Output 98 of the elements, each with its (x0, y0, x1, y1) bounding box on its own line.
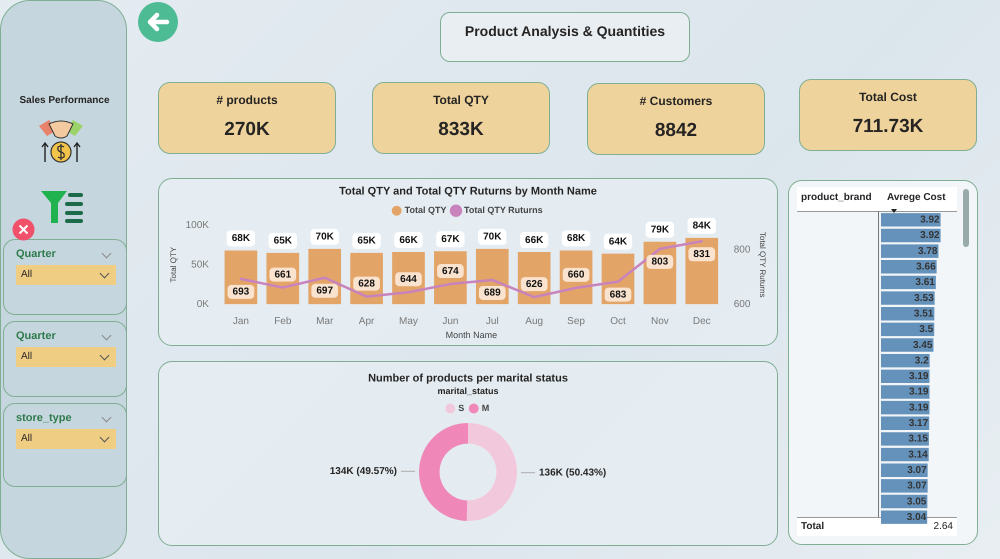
data-label: 66K (525, 234, 544, 246)
bar (881, 322, 934, 336)
y-axis-title: product_brand (801, 192, 872, 203)
data-label: 3.17 (908, 418, 929, 430)
text: Sales Performance (18, 95, 111, 106)
legend-label: M (482, 402, 490, 413)
text: All (16, 265, 116, 285)
x-tick-label: Dec (692, 316, 711, 327)
x-axis-title: Month Name (446, 330, 498, 340)
x-axis-title: Avrege Cost (887, 192, 946, 203)
text: All (16, 429, 116, 449)
data-label: 697 (316, 286, 334, 297)
text: 270K (223, 119, 271, 141)
data-label: 65K (274, 236, 293, 247)
data-label: 693 (232, 286, 250, 298)
x-tick-label: Sep (567, 316, 586, 327)
data-label: 65K (357, 236, 377, 247)
text: Total Cost (858, 90, 918, 104)
text: store_type (16, 412, 73, 424)
data-label: 626 (526, 278, 543, 290)
data-label: 3.45 (912, 340, 933, 351)
text: 8842 (654, 120, 698, 142)
data-label: 3.5 (919, 324, 934, 336)
data-label: 84K (692, 220, 712, 232)
x-tick-label: Jul (486, 316, 499, 327)
data-label: 644 (400, 274, 418, 285)
data-label: 660 (568, 270, 585, 281)
data-label: 683 (610, 289, 627, 300)
data-label: 3.19 (909, 371, 929, 382)
x-tick-label: Oct (610, 316, 626, 327)
data-label: 689 (484, 288, 502, 299)
data-label: 3.51 (914, 308, 934, 320)
bar (881, 244, 938, 258)
text: Total (801, 521, 824, 532)
data-label: 3.19 (909, 402, 929, 414)
data-label: 134K (49.57%) (330, 466, 398, 478)
x-tick-label: Jun (442, 316, 458, 327)
data-label: 803 (652, 256, 669, 268)
text: # products (215, 93, 279, 107)
data-label: 3.61 (915, 277, 936, 288)
annotation: 2.64 (934, 521, 953, 532)
data-label: 3.2 (914, 355, 930, 366)
data-label: 3.15 (908, 434, 928, 445)
text: Quarter (16, 248, 57, 260)
text: # Customers (638, 94, 714, 108)
text: 711.73K (852, 116, 924, 138)
legend-label: S (458, 402, 464, 413)
data-label: 3.92 (920, 230, 940, 242)
data-label: 628 (358, 278, 376, 290)
x-tick-label: Aug (525, 316, 544, 327)
data-label: 136K (50.43%) (538, 467, 606, 478)
y2-tick-label: 800 (734, 244, 751, 256)
data-label: 674 (442, 266, 460, 277)
text: Quarter (16, 330, 57, 342)
text: All (16, 347, 116, 367)
data-label: 68K (232, 233, 251, 244)
bar (881, 306, 934, 320)
data-label: 3.14 (908, 449, 928, 460)
data-label: 3.04 (906, 512, 927, 523)
data-label: 3.92 (920, 214, 940, 226)
data-label: 3.07 (907, 480, 928, 492)
x-tick-label: Feb (274, 316, 292, 327)
data-label: 3.53 (914, 292, 934, 304)
data-label: 66K (399, 234, 418, 246)
y2-tick-label: 600 (734, 298, 751, 310)
data-label: 3.78 (918, 246, 938, 257)
y-tick-label: 0K (196, 298, 210, 310)
legend-title: marital_status (437, 386, 499, 396)
data-label: 3.05 (906, 496, 927, 508)
data-label: 3.66 (916, 262, 936, 273)
data-label: 67K (441, 234, 460, 246)
x-tick-label: Apr (358, 316, 376, 327)
bar (881, 276, 936, 290)
x-tick-label: Nov (650, 316, 669, 327)
x-tick-label: May (399, 316, 418, 327)
chart-title: Total QTY and Total QTY Ruturns by Month Name (339, 186, 597, 198)
y2-axis-title: Total QTY Ruturns (758, 232, 767, 298)
y-axis-title: Total QTY (169, 246, 178, 282)
data-label: 661 (274, 269, 292, 280)
legend-label: Total QTY Ruturns (464, 205, 543, 216)
legend-label: Total QTY (404, 205, 447, 216)
data-label: 3.19 (909, 386, 929, 398)
data-label: 70K (316, 232, 335, 243)
data-label: 3.07 (907, 464, 928, 476)
data-label: 64K (608, 236, 628, 248)
data-label: 70K (483, 232, 502, 243)
x-tick-label: Mar (316, 316, 334, 327)
x-tick-label: Jan (232, 316, 249, 327)
y-tick-label: 50K (191, 259, 210, 270)
y-tick-label: 100K (186, 220, 210, 231)
text: Total QTY (432, 93, 490, 107)
data-label: 68K (566, 233, 586, 244)
chart-title: Number of products per marital status (368, 372, 568, 385)
text: 833K (437, 119, 485, 141)
text: Product Analysis & Quantities (440, 12, 690, 62)
bar (881, 354, 930, 368)
data-label: 79K (650, 224, 670, 236)
data-label: 831 (693, 249, 711, 260)
